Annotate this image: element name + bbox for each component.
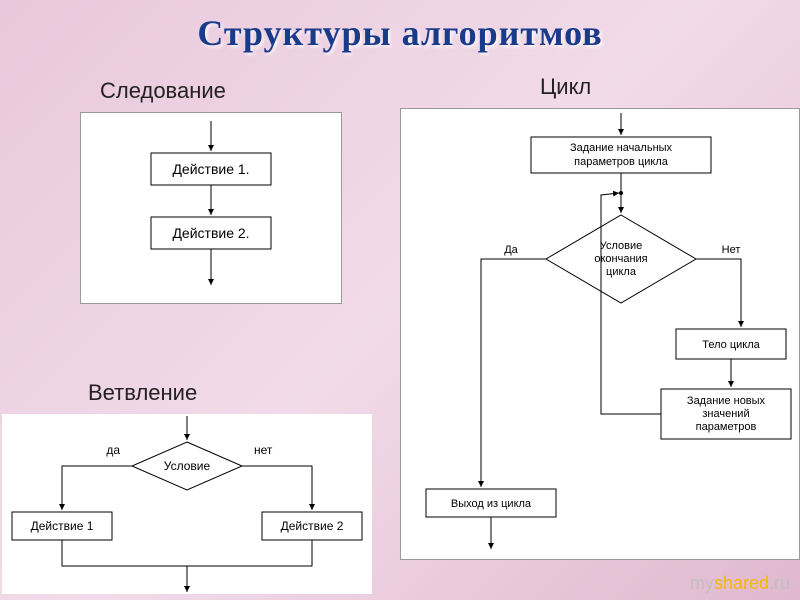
branch-right-text: Действие 2 — [281, 519, 344, 533]
loop-panel: Задание начальных параметров цикла Услов… — [400, 108, 800, 560]
wm-mid: shared — [714, 573, 769, 593]
branch-left-text: Действие 1 — [31, 519, 94, 533]
loop-init-l1: Задание начальных — [570, 142, 673, 154]
loop-upd-l2: значений — [702, 408, 749, 420]
watermark: myshared.ru — [690, 573, 790, 594]
loop-yes-label: Да — [504, 244, 518, 256]
loop-body-text: Тело цикла — [702, 339, 760, 351]
wm-pre: my — [690, 573, 714, 593]
seq-action2-text: Действие 2. — [172, 225, 249, 241]
loop-upd-l3: параметров — [696, 421, 757, 433]
branch-no-label: нет — [254, 443, 273, 457]
sequence-panel: Действие 1. Действие 2. — [80, 112, 342, 304]
seq-action1-text: Действие 1. — [172, 161, 249, 177]
loop-init-l2: параметров цикла — [574, 156, 669, 168]
label-loop: Цикл — [540, 74, 591, 100]
sequence-flowchart: Действие 1. Действие 2. — [81, 113, 341, 303]
loop-cond-l3: цикла — [606, 266, 637, 278]
loop-no-label: Нет — [722, 244, 741, 256]
branch-decision-text: Условие — [164, 459, 211, 473]
wm-post: .ru — [769, 573, 790, 593]
label-branch: Ветвление — [88, 380, 197, 406]
page-title: Структуры алгоритмов — [0, 0, 800, 54]
branch-panel: Условие да нет Действие 1 Действие 2 — [2, 414, 372, 594]
branch-flowchart: Условие да нет Действие 1 Действие 2 — [2, 414, 372, 594]
loop-exit-text: Выход из цикла — [451, 498, 532, 510]
loop-flowchart: Задание начальных параметров цикла Услов… — [401, 109, 799, 559]
loop-cond-l2: окончания — [594, 253, 647, 265]
label-sequence: Следование — [100, 78, 226, 104]
branch-yes-label: да — [106, 443, 120, 457]
loop-cond-l1: Условие — [600, 240, 643, 252]
loop-upd-l1: Задание новых — [687, 395, 766, 407]
